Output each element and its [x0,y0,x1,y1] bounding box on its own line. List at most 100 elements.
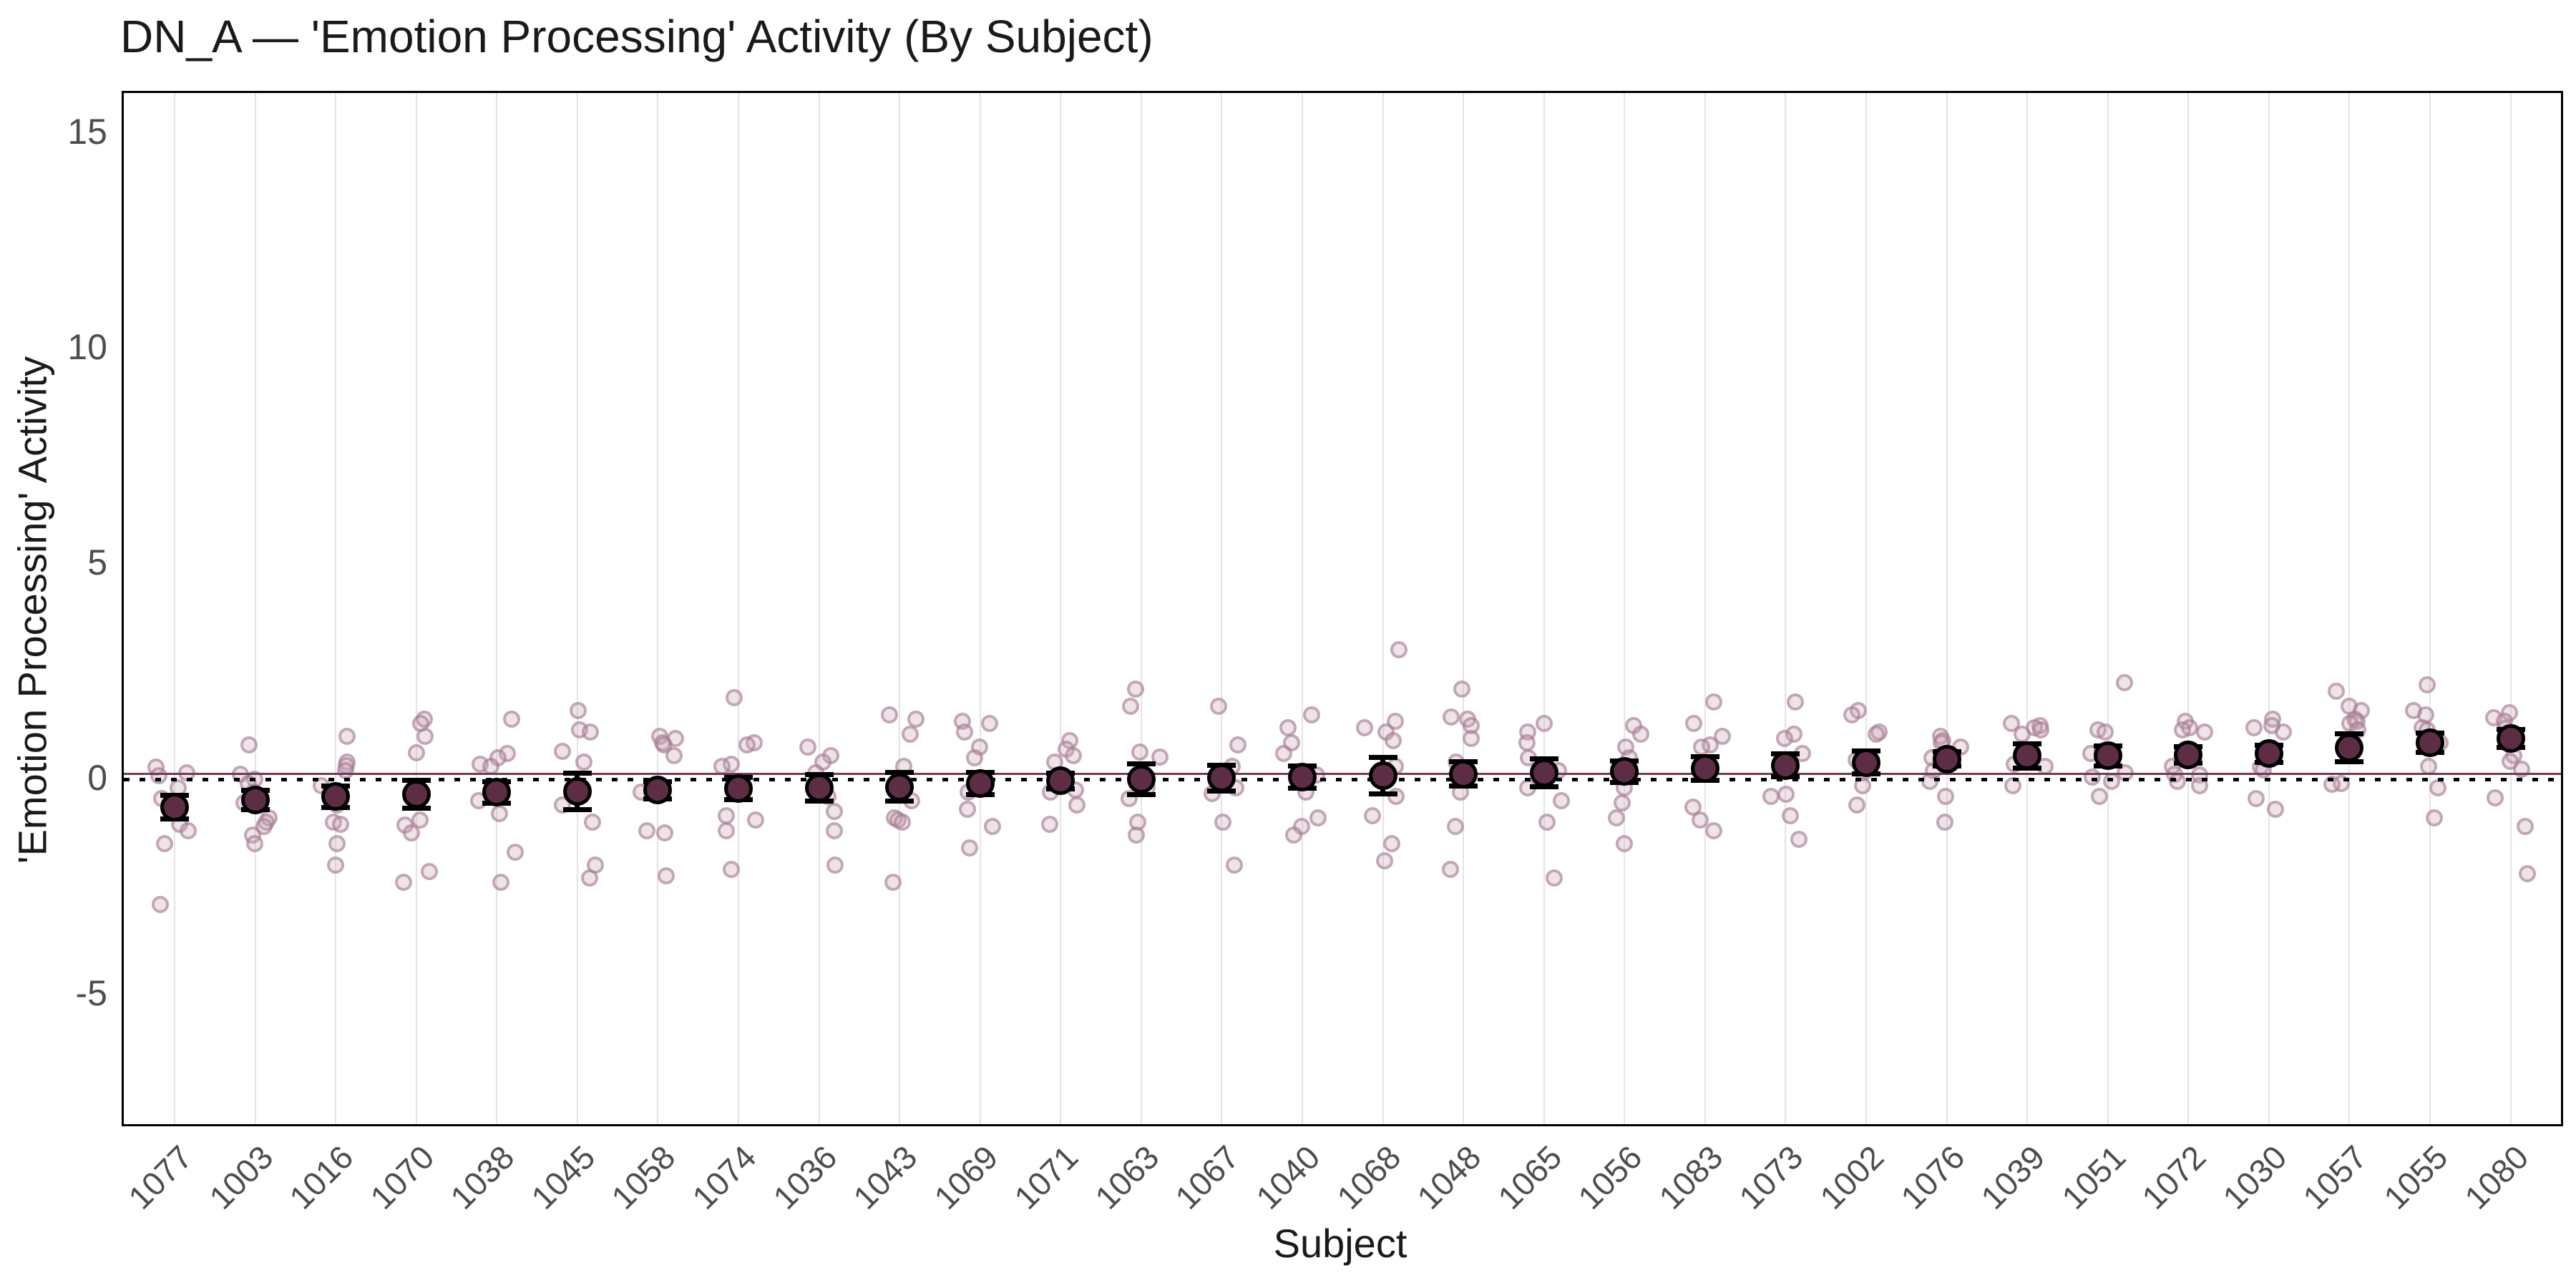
trial-point [1546,869,1563,887]
trial-point [1848,796,1865,814]
error-bar-cap [562,806,592,812]
trial-point [2486,789,2504,807]
mean-point [1529,758,1558,787]
trial-point [1777,786,1795,804]
trial-point [2425,809,2443,827]
trial-point [799,738,817,756]
trial-point [245,835,263,853]
trial-point [665,746,683,764]
error-bar-cap [1368,755,1397,761]
gridline [1221,93,1223,1124]
trial-point [1453,680,1470,698]
gridline [174,93,175,1124]
trial-point [575,753,593,771]
trial-point [907,710,925,728]
mean-point [1287,762,1317,791]
mean-point [2013,741,2042,771]
trial-point [1302,706,1320,723]
trial-point [1120,790,1138,808]
trial-point [1375,852,1393,870]
trial-point [722,861,740,879]
trial-point [2168,773,2186,790]
trial-point [1274,744,1292,762]
trial-point [1364,807,1382,825]
trial-point [1121,697,1139,715]
trial-point [1775,729,1793,747]
trial-point [2031,721,2049,738]
gridline [1624,93,1626,1124]
trial-point [2090,788,2108,806]
mean-point [2254,739,2283,769]
error-bar-cap [1126,792,1156,798]
mean-point [885,772,914,801]
gridline [496,93,498,1124]
mean-point [2335,733,2364,763]
trial-point [1921,773,1939,790]
trial-point [507,844,525,862]
trial-point [1790,831,1808,849]
trial-point [1782,807,1800,825]
mean-point [723,774,753,804]
trial-point [328,835,346,853]
gridline [979,93,981,1124]
chart-title: DN_A — 'Emotion Processing' Activity (By… [120,11,1153,62]
y-tick-label: 5 [87,542,107,582]
gridline [1140,93,1142,1124]
trial-point [980,714,998,732]
trial-point [656,824,674,842]
mean-point [2415,728,2444,757]
error-bar-cap [1368,791,1397,796]
gridline [1704,93,1706,1124]
trial-point [2196,723,2214,741]
gridline [415,93,417,1124]
trial-point [1685,714,1703,732]
trial-point [582,723,600,741]
gridline [657,93,659,1124]
trial-point [1279,718,1297,736]
trial-point [2519,865,2537,883]
trial-point [583,814,601,831]
mean-point [240,785,270,814]
gridline [254,93,256,1124]
trial-point [1065,746,1083,764]
trial-point [1936,788,1954,806]
trial-point [2013,725,2031,743]
trial-point [502,710,520,728]
trial-point [1535,714,1553,732]
trial-point [1387,788,1405,806]
trial-point [961,839,979,857]
mean-point [2174,740,2203,769]
trial-point [1614,794,1631,812]
trial-point [180,822,197,840]
trial-point [1607,809,1625,827]
mean-point [482,778,512,807]
trial-point [1538,814,1556,831]
trial-point [408,743,426,761]
mean-point [2496,723,2525,753]
trial-point [2516,818,2534,836]
gridline [2026,93,2029,1124]
gridline [737,93,739,1124]
trial-point [718,807,736,825]
mean-point [1771,751,1800,780]
trial-point [492,874,510,892]
trial-point [1442,861,1460,879]
y-tick-label: 10 [67,327,107,367]
trial-point [2512,760,2530,778]
trial-point [1867,725,1885,743]
trial-point [747,811,765,829]
gridline [2268,93,2270,1124]
trial-point [1284,826,1302,844]
trial-point [1632,725,1650,743]
mean-point [1932,744,1961,774]
trial-point [2083,768,2101,786]
trial-point [1309,809,1327,827]
trial-point [1210,697,1228,715]
gridline [2509,93,2512,1124]
trial-point [2419,675,2436,693]
mean-point [2093,741,2122,771]
trial-point [2266,801,2284,819]
trial-point [1068,796,1086,814]
zero-reference-line [124,778,2561,781]
